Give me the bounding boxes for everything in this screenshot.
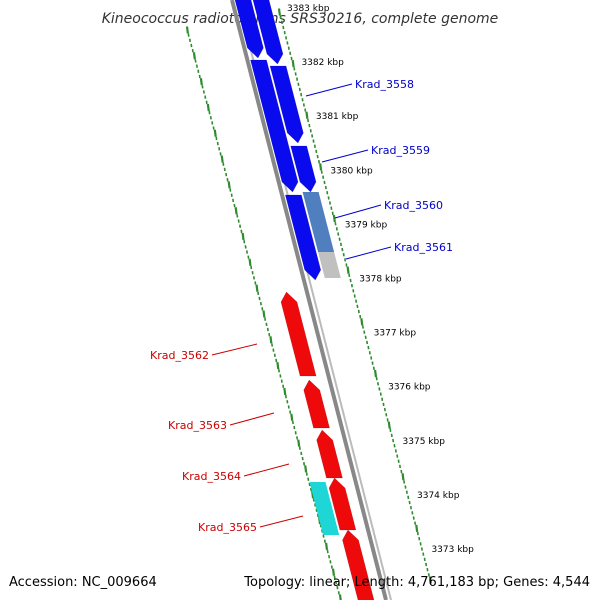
ruler-tick-right xyxy=(373,369,378,378)
ruler-tick-left xyxy=(255,284,259,292)
gene-arrows xyxy=(233,0,376,600)
ruler-ticks-left xyxy=(185,26,342,600)
ruler-tick-right xyxy=(277,8,281,16)
ruler-tick-right xyxy=(415,524,419,533)
ruler-tick-left xyxy=(283,387,287,396)
gene-leader-line xyxy=(229,412,275,426)
gene-label-krad-3565[interactable]: Krad_3565 xyxy=(198,521,257,534)
ruler-tick-right xyxy=(332,214,336,223)
ruler-ticks-right xyxy=(277,8,432,584)
ruler-label: 3376 kbp xyxy=(388,383,431,393)
ruler-tick-right xyxy=(305,111,309,119)
ruler-tick-left xyxy=(241,232,245,241)
forward-gene-arrow xyxy=(285,194,321,281)
gene-labels: Krad_3558 Krad_3559 Krad_3560 Krad_3561 Krad… xyxy=(150,78,453,534)
ruler-label: 3383 kbp xyxy=(287,4,330,14)
gene-leader-line xyxy=(243,463,290,477)
reverse-gene-arrow xyxy=(342,529,376,600)
misc-feature-bar xyxy=(302,192,335,252)
ruler-tick-left xyxy=(269,336,273,344)
reverse-gene-arrow xyxy=(280,291,317,377)
ruler-label: 3373 kbp xyxy=(431,545,474,555)
accession-text: Accession: NC_009664 xyxy=(9,575,157,590)
ruler-label: 3379 kbp xyxy=(345,220,388,230)
gene-leader-line xyxy=(321,149,369,163)
ruler-tick-right xyxy=(360,318,364,326)
ruler-label: 3380 kbp xyxy=(330,166,373,176)
ruler-tick-left xyxy=(324,542,329,551)
ruler-label: 3377 kbp xyxy=(374,329,417,339)
ruler-tick-right xyxy=(387,421,391,429)
gene-label-krad-3564[interactable]: Krad_3564 xyxy=(182,470,241,483)
ruler-tick-left xyxy=(338,594,342,600)
reverse-gene-arrow xyxy=(303,379,330,429)
ruler-label: 3381 kbp xyxy=(316,112,359,122)
ruler-tick-left xyxy=(213,129,217,137)
gene-label-krad-3562[interactable]: Krad_3562 xyxy=(150,349,209,362)
ruler-tick-left xyxy=(206,103,210,112)
ruler-label: 3375 kbp xyxy=(403,437,446,447)
ruler-tick-left xyxy=(248,258,252,267)
features-layer xyxy=(233,0,376,600)
ruler-tick-left xyxy=(290,413,294,421)
gene-label-krad-3558[interactable]: Krad_3558 xyxy=(355,78,414,91)
gene-label-krad-3561[interactable]: Krad_3561 xyxy=(394,241,453,254)
ruler-tick-left xyxy=(304,465,308,473)
gene-label-krad-3559[interactable]: Krad_3559 xyxy=(371,144,430,157)
ruler-labels: 3383 kbp 3382 kbp 3381 kbp 3380 kbp 3379 kbp… xyxy=(287,4,474,555)
forward-gene-arrow xyxy=(233,0,264,59)
gene-leader-line xyxy=(211,343,258,356)
backbone-line-outer xyxy=(230,0,388,600)
forward-gene-arrow xyxy=(250,59,299,193)
forward-gene-arrow xyxy=(251,0,284,65)
ruler-tick-left xyxy=(276,361,280,370)
misc-feature-bar xyxy=(309,482,340,535)
gene-leader-line xyxy=(345,246,392,260)
misc-feature-bar xyxy=(318,252,341,278)
ruler-tick-right xyxy=(401,473,405,481)
ruler-tick-left xyxy=(227,181,231,189)
ruler-tick-left xyxy=(185,26,189,34)
ruler-tick-left xyxy=(234,207,238,215)
gene-label-krad-3563[interactable]: Krad_3563 xyxy=(168,419,227,432)
ruler-tick-right xyxy=(346,266,350,274)
ruler-tick-right xyxy=(428,576,432,584)
forward-gene-arrow xyxy=(269,65,304,144)
gene-leader-line xyxy=(334,204,382,219)
reverse-gene-arrow xyxy=(316,429,343,479)
ruler-label: 3374 kbp xyxy=(417,491,460,501)
genome-summary-text: Topology: linear; Length: 4,761,183 bp; … xyxy=(243,575,590,590)
gene-leader-line xyxy=(305,83,353,97)
gene-leader-line xyxy=(259,515,304,528)
gene-label-krad-3560[interactable]: Krad_3560 xyxy=(384,199,443,212)
ruler-tick-right xyxy=(319,163,323,171)
map-title: Kineococcus radiotolerans SRS30216, comp… xyxy=(102,11,499,27)
ruler-tick-left xyxy=(262,310,266,318)
ruler-label: 3382 kbp xyxy=(301,58,344,68)
ruler-tick-left xyxy=(192,52,196,60)
ruler-tick-left xyxy=(297,439,301,447)
ruler-tick-left xyxy=(220,155,224,163)
ruler-tick-right xyxy=(291,59,295,68)
forward-gene-arrow xyxy=(290,145,317,193)
ruler-label: 3378 kbp xyxy=(359,275,402,285)
ruler-tick-left xyxy=(331,568,336,576)
ruler-tick-left xyxy=(199,77,203,86)
